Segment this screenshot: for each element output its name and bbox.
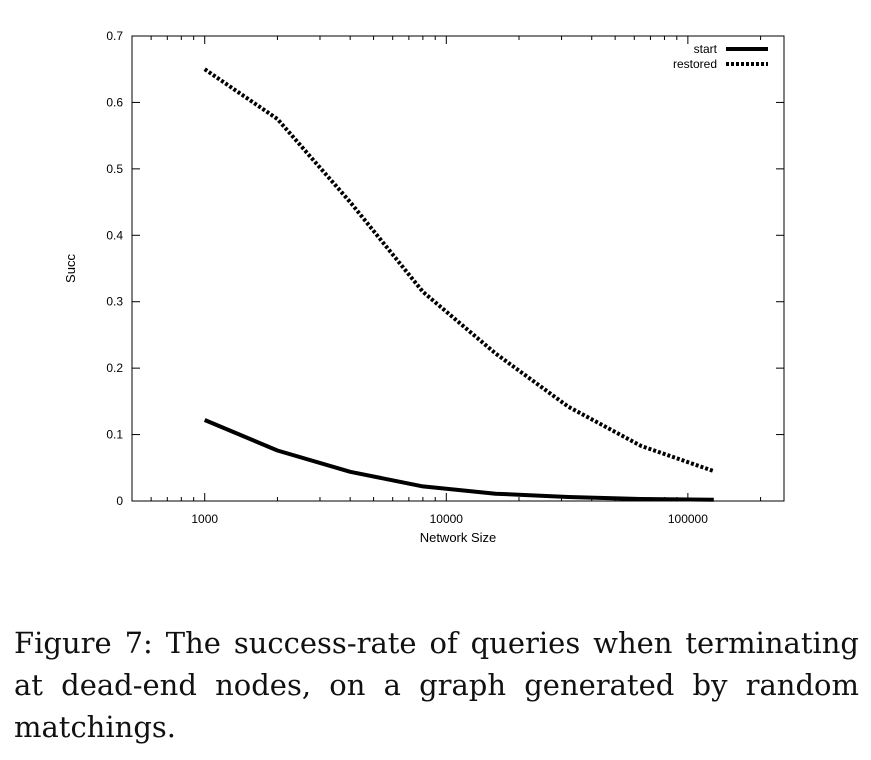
x-tick-label: 1000 [191,512,218,526]
figure-caption: Figure 7: The success-rate of queries wh… [14,626,859,744]
series-line-restored [203,67,715,473]
series-line-start [203,418,714,502]
y-tick-label: 0.4 [106,228,123,242]
plot-frame [131,35,785,502]
line-chart: 1000 10000 100000 0 0.1 0.2 0.3 0.4 0.5 0.6 0.7 s… [63,29,785,545]
y-tick-label: 0.3 [106,295,123,309]
y-tick-label: 0.5 [106,162,123,176]
x-axis: 1000 10000 100000 [131,36,762,526]
x-tick-label: 10000 [430,512,464,526]
y-tick-label: 0.7 [106,29,123,43]
y-tick-label: 0.6 [106,95,123,109]
y-tick-label: 0.2 [106,361,123,375]
legend-label-restored: restored [673,57,717,71]
x-axis-title: Network Size [420,530,497,545]
y-tick-label: 0 [116,494,123,508]
legend-label-start: start [694,42,718,56]
x-tick-label: 100000 [668,512,708,526]
plot-area [131,35,785,502]
y-tick-label: 0.1 [106,428,123,442]
y-axis: 0 0.1 0.2 0.3 0.4 0.5 0.6 0.7 [106,29,784,508]
series-lines [203,67,715,502]
y-axis-title: Succ [63,254,78,283]
